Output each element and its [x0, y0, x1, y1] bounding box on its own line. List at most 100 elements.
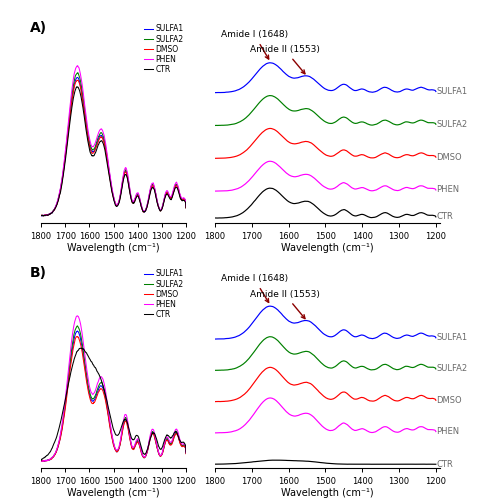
SULFA2 — [95, 134, 101, 140]
Line: SULFA2: SULFA2 — [41, 326, 186, 462]
SULFA2 — [99, 130, 105, 136]
PHEN — [73, 314, 79, 320]
DMSO — [99, 386, 105, 392]
CTR — [91, 362, 97, 368]
Text: SULFA1: SULFA1 — [437, 87, 468, 96]
PHEN — [174, 427, 180, 433]
X-axis label: Wavelength (cm⁻¹): Wavelength (cm⁻¹) — [67, 244, 160, 254]
SULFA2 — [91, 396, 97, 402]
CTR — [91, 152, 97, 158]
CTR — [183, 449, 189, 455]
Line: CTR: CTR — [41, 87, 186, 216]
Text: SULFA2: SULFA2 — [437, 120, 468, 129]
CTR — [95, 142, 101, 148]
SULFA1 — [73, 330, 79, 336]
SULFA1 — [39, 213, 44, 219]
Line: CTR: CTR — [41, 348, 186, 461]
Text: A): A) — [29, 21, 46, 35]
Line: PHEN: PHEN — [41, 316, 186, 462]
PHEN — [38, 212, 44, 218]
CTR — [174, 430, 180, 436]
DMSO — [40, 458, 45, 464]
SULFA2 — [174, 182, 180, 188]
CTR — [95, 370, 101, 376]
PHEN — [174, 180, 180, 186]
PHEN — [183, 450, 189, 456]
SULFA1 — [91, 398, 97, 404]
CTR — [74, 84, 80, 90]
DMSO — [183, 450, 189, 456]
DMSO — [38, 212, 44, 218]
DMSO — [41, 213, 46, 219]
SULFA1 — [95, 138, 101, 143]
SULFA1 — [183, 450, 189, 456]
SULFA2 — [58, 430, 64, 436]
Line: SULFA1: SULFA1 — [41, 331, 186, 462]
PHEN — [74, 313, 80, 319]
PHEN — [58, 428, 64, 434]
PHEN — [95, 132, 101, 138]
SULFA2 — [73, 72, 79, 78]
Text: Amide II (1553): Amide II (1553) — [250, 290, 320, 318]
SULFA1 — [95, 388, 101, 394]
DMSO — [38, 458, 44, 464]
CTR — [183, 205, 189, 211]
Line: DMSO: DMSO — [41, 80, 186, 216]
SULFA1 — [58, 431, 64, 437]
Text: B): B) — [29, 266, 46, 280]
SULFA2 — [91, 146, 97, 152]
SULFA2 — [174, 429, 180, 435]
PHEN — [39, 213, 44, 219]
CTR — [79, 345, 85, 351]
SULFA1 — [99, 132, 105, 138]
PHEN — [91, 144, 97, 150]
SULFA2 — [75, 70, 81, 75]
Text: DMSO: DMSO — [437, 152, 462, 162]
Line: PHEN: PHEN — [41, 66, 186, 216]
PHEN — [183, 204, 189, 210]
Text: PHEN: PHEN — [437, 427, 460, 436]
SULFA2 — [73, 326, 79, 332]
Line: SULFA1: SULFA1 — [41, 78, 186, 216]
SULFA1 — [38, 213, 44, 219]
X-axis label: Wavelength (cm⁻¹): Wavelength (cm⁻¹) — [67, 488, 160, 498]
SULFA1 — [73, 76, 79, 82]
PHEN — [73, 65, 79, 71]
Legend: SULFA1, SULFA2, DMSO, PHEN, CTR: SULFA1, SULFA2, DMSO, PHEN, CTR — [142, 23, 185, 76]
CTR — [38, 458, 44, 464]
Text: SULFA2: SULFA2 — [437, 364, 468, 374]
Text: PHEN: PHEN — [437, 186, 460, 194]
DMSO — [74, 77, 80, 83]
PHEN — [95, 379, 101, 385]
Text: Amide I (1648): Amide I (1648) — [221, 30, 288, 59]
DMSO — [73, 334, 79, 340]
SULFA2 — [183, 204, 189, 210]
Line: SULFA2: SULFA2 — [41, 72, 186, 216]
PHEN — [99, 374, 105, 380]
DMSO — [183, 205, 189, 211]
X-axis label: Wavelength (cm⁻¹): Wavelength (cm⁻¹) — [281, 488, 373, 498]
PHEN — [38, 458, 44, 464]
CTR — [58, 186, 64, 192]
SULFA1 — [99, 384, 105, 390]
SULFA2 — [38, 212, 44, 218]
DMSO — [95, 390, 101, 396]
CTR — [73, 86, 79, 91]
DMSO — [95, 139, 101, 145]
CTR — [58, 417, 64, 423]
DMSO — [174, 184, 180, 190]
CTR — [99, 138, 105, 143]
SULFA1 — [75, 74, 81, 80]
Text: SULFA1: SULFA1 — [437, 334, 468, 342]
SULFA2 — [99, 380, 105, 386]
PHEN — [58, 182, 64, 188]
SULFA1 — [38, 458, 44, 464]
SULFA1 — [58, 184, 64, 190]
SULFA1 — [74, 328, 80, 334]
CTR — [73, 352, 79, 358]
DMSO — [58, 432, 64, 438]
SULFA2 — [40, 212, 46, 218]
DMSO — [58, 184, 64, 190]
PHEN — [74, 62, 80, 68]
X-axis label: Wavelength (cm⁻¹): Wavelength (cm⁻¹) — [281, 244, 373, 254]
